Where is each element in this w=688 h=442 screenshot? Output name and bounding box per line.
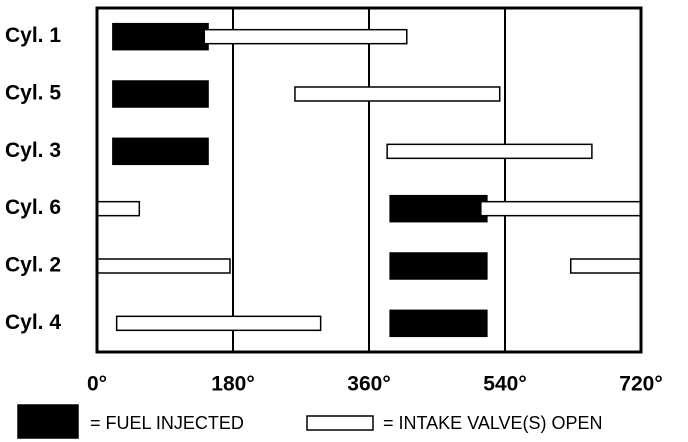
fuel-bar <box>389 252 488 280</box>
plot-frame <box>95 6 643 354</box>
intake-bar <box>569 258 642 274</box>
category-label: Cyl. 4 <box>5 311 61 334</box>
x-tick-label: 0° <box>87 373 107 396</box>
fuel-bar <box>389 194 488 223</box>
category-label: Cyl. 5 <box>5 82 61 105</box>
category-label: Cyl. 1 <box>5 24 61 47</box>
intake-bar <box>386 143 593 160</box>
fuel-bar <box>112 137 209 166</box>
intake-bar <box>96 258 231 274</box>
intake-bar <box>203 28 408 45</box>
x-tick-label: 180° <box>211 373 254 396</box>
legend-swatch <box>17 404 79 439</box>
fuel-bar <box>112 80 209 108</box>
intake-bar <box>480 200 642 217</box>
category-label: Cyl. 6 <box>5 196 61 219</box>
x-tick-label: 360° <box>347 373 390 396</box>
x-tick-label: 540° <box>483 373 526 396</box>
legend-label: = FUEL INJECTED <box>90 413 244 433</box>
fuel-bar <box>389 309 488 338</box>
x-tick-label: 720° <box>619 373 662 396</box>
legend-swatch <box>306 415 374 431</box>
category-label: Cyl. 2 <box>5 254 61 277</box>
category-label: Cyl. 3 <box>5 139 61 162</box>
fuel-bar <box>112 22 209 51</box>
intake-bar <box>96 200 141 217</box>
intake-bar <box>294 86 501 102</box>
legend-label: = INTAKE VALVE(S) OPEN <box>383 413 603 433</box>
intake-bar <box>115 315 322 332</box>
